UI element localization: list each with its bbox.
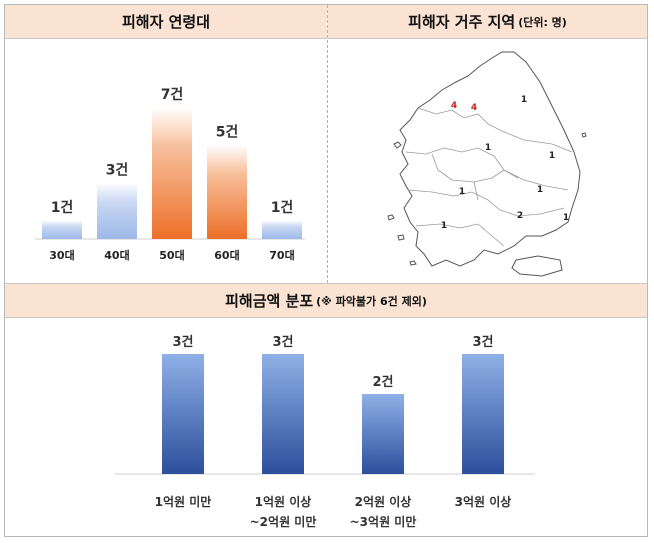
border-chungnam	[431, 153, 505, 183]
region-count-label: 1	[549, 151, 555, 161]
amount-value-label: 3건	[272, 334, 293, 350]
age-bar	[42, 220, 82, 239]
border-gangwon	[487, 123, 573, 153]
region-count-label: 1	[485, 143, 491, 153]
region-count-label: 4	[451, 101, 457, 111]
amount-section-header: 피해금액 분포 (※ 파악불가 6건 제외)	[5, 284, 647, 318]
age-category-label: 50대	[159, 248, 184, 262]
region-section-title: 피해자 거주 지역	[408, 13, 516, 31]
age-value-label: 7건	[161, 86, 184, 103]
island-4	[409, 260, 417, 266]
border-internal	[473, 181, 479, 201]
amount-value-label: 3건	[472, 334, 493, 350]
region-count-label: 1	[521, 95, 527, 105]
region-count-label: 1	[537, 185, 543, 195]
amount-bar-chart: 3건 1억원 미만 3건 1억원 이상 ~2억원 미만 2건 2억원 이상 ~3억원 미만 3건…	[115, 334, 535, 529]
amount-bar	[162, 354, 204, 474]
column-divider	[327, 5, 328, 283]
border-gyeonggi	[417, 107, 489, 125]
region-count-label: 2	[517, 211, 523, 221]
island-1	[393, 141, 402, 149]
jeju-outline	[511, 255, 563, 277]
amount-category-label: ~2억원 미만	[250, 514, 317, 529]
age-value-label: 5건	[216, 124, 239, 141]
amount-category-label: ~3억원 미만	[350, 514, 417, 529]
region-count-label: 1	[459, 187, 465, 197]
amount-value-label: 3건	[172, 334, 193, 350]
region-section-header: 피해자 거주 지역 (단위: 명)	[328, 5, 647, 39]
amount-section-title: 피해금액 분포	[225, 292, 314, 310]
island-3	[397, 234, 405, 241]
amount-bar	[262, 354, 304, 474]
age-bar	[152, 107, 192, 239]
amount-bar	[462, 354, 504, 474]
age-value-label: 1건	[51, 199, 74, 216]
age-section-title: 피해자 연령대	[121, 13, 211, 31]
age-value-label: 3건	[106, 161, 129, 178]
island-5	[581, 132, 587, 138]
age-category-label: 30대	[49, 248, 74, 262]
amount-section-note: (※ 파악불가 6건 제외)	[316, 294, 427, 308]
amount-category-label: 1억원 미만	[155, 494, 212, 509]
infographic-frame: 피해자 연령대 피해자 거주 지역 (단위: 명) 피해금액 분포 (※ 파악불…	[4, 4, 648, 537]
border-gyeongbuk	[503, 169, 569, 191]
border-jeonbuk	[407, 189, 501, 211]
border-gyeongnam	[499, 207, 565, 217]
age-section-header: 피해자 연령대	[5, 5, 327, 39]
amount-category-label: 2억원 이상	[355, 494, 412, 509]
age-bar	[97, 182, 137, 239]
amount-category-label: 1억원 이상	[255, 494, 312, 509]
age-bar	[207, 144, 247, 239]
island-2	[387, 214, 395, 221]
region-count-label: 4	[471, 103, 477, 113]
row-divider	[5, 283, 647, 284]
region-count-label: 1	[563, 213, 569, 223]
border-jeonnam	[415, 223, 505, 247]
age-bar	[262, 220, 302, 239]
korea-region-map: 4 4 1 1 1 1 1 2 1 1	[387, 51, 587, 277]
amount-bar	[362, 394, 404, 474]
age-value-label: 1건	[271, 199, 294, 216]
border-chungbuk	[405, 147, 519, 179]
region-unit-note: (단위: 명)	[518, 15, 567, 29]
age-category-label: 40대	[104, 248, 129, 262]
amount-category-label: 3억원 이상	[455, 494, 512, 509]
region-count-label: 1	[441, 221, 447, 231]
mainland-outline	[399, 51, 581, 267]
age-category-label: 70대	[269, 248, 294, 262]
amount-value-label: 2건	[372, 374, 393, 390]
age-bar-chart: 1건 30대 3건 40대 7건 50대 5건 60대 1건 70대	[35, 86, 305, 262]
age-category-label: 60대	[214, 248, 239, 262]
